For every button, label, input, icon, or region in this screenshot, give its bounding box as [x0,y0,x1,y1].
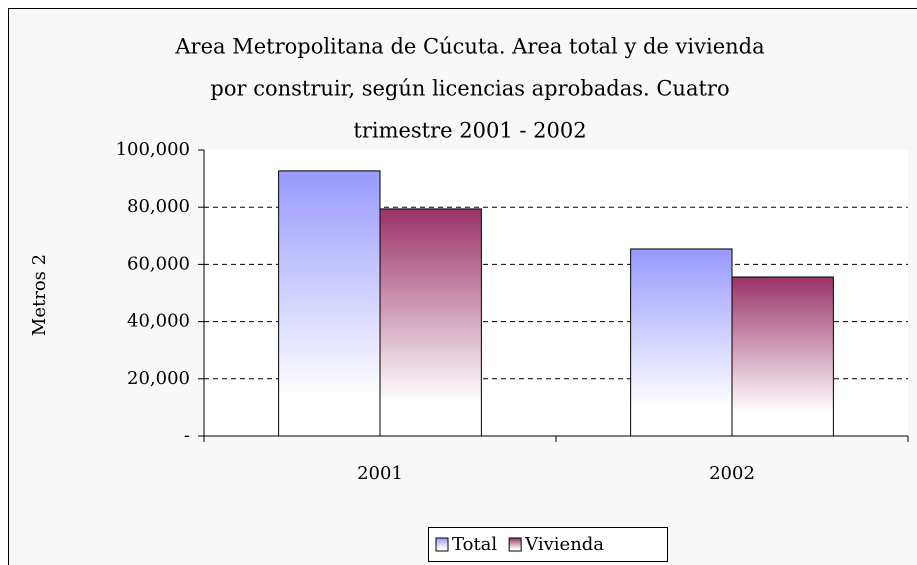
y-tick-label: 100,000 [116,139,190,160]
bar [278,170,381,437]
y-tick-label: 60,000 [127,253,190,274]
bar [379,208,482,437]
y-tick-label: - [184,425,190,446]
y-tick-label: 20,000 [127,368,190,389]
y-tick-label: 40,000 [127,311,190,332]
legend [428,527,668,562]
legend-swatch [508,537,522,552]
legend-label: Total [452,534,497,555]
x-tick-label: 2001 [357,463,403,484]
y-tick-label: 80,000 [127,196,190,217]
chart-title: Area Metropolitana de Cúcuta. Area total… [174,35,764,59]
chart-title: por construir, según licencias aprobadas… [210,77,729,101]
legend-swatch [435,537,449,552]
bar [630,248,733,437]
chart-title: trimestre 2001 - 2002 [353,119,586,143]
legend-label: Vivienda [524,534,604,555]
x-tick-label: 2002 [709,463,755,484]
y-axis-label: Metros 2 [29,254,50,336]
bar [731,276,834,437]
